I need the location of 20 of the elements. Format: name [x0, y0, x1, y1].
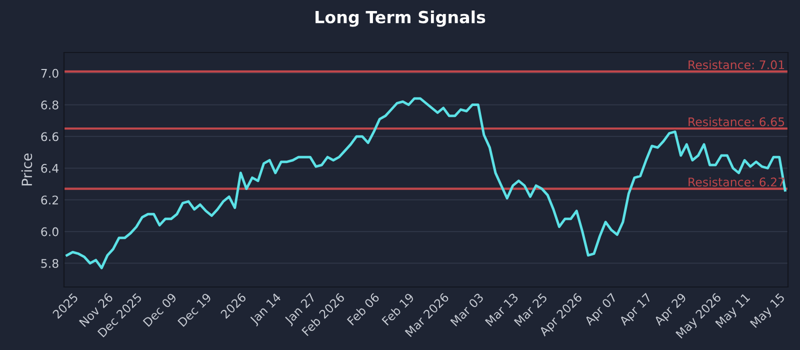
x-tick-label: Jan 14 — [249, 292, 283, 326]
y-tick-label: 6.6 — [41, 132, 58, 142]
y-tick-label: 6.8 — [41, 100, 58, 110]
y-axis-title: Price — [21, 154, 32, 186]
x-tick-label: Apr 07 — [584, 292, 619, 328]
y-tick-label: 6.2 — [41, 196, 58, 205]
y-tick-label: 6.0 — [41, 227, 58, 236]
x-tick-label: Feb 19 — [381, 292, 414, 326]
x-tick-label: Feb 06 — [346, 292, 380, 326]
ref-line-label: Resistance: 7.01 — [688, 60, 784, 70]
y-tick-label: 5.8 — [41, 258, 58, 268]
x-tick-label: Dec 09 — [142, 292, 178, 327]
y-tick-label: 7.0 — [41, 68, 58, 78]
x-tick-label: Mar 03 — [450, 292, 484, 327]
chart-title: Long Term Signals — [316, 10, 486, 27]
x-tick-label: Apr 17 — [618, 292, 654, 328]
line-series — [66, 97, 786, 270]
y-tick-label: 6.4 — [41, 164, 58, 173]
ref-line-label: Resistance: 6.65 — [688, 117, 784, 126]
x-tick-label: Dec 19 — [177, 292, 212, 327]
